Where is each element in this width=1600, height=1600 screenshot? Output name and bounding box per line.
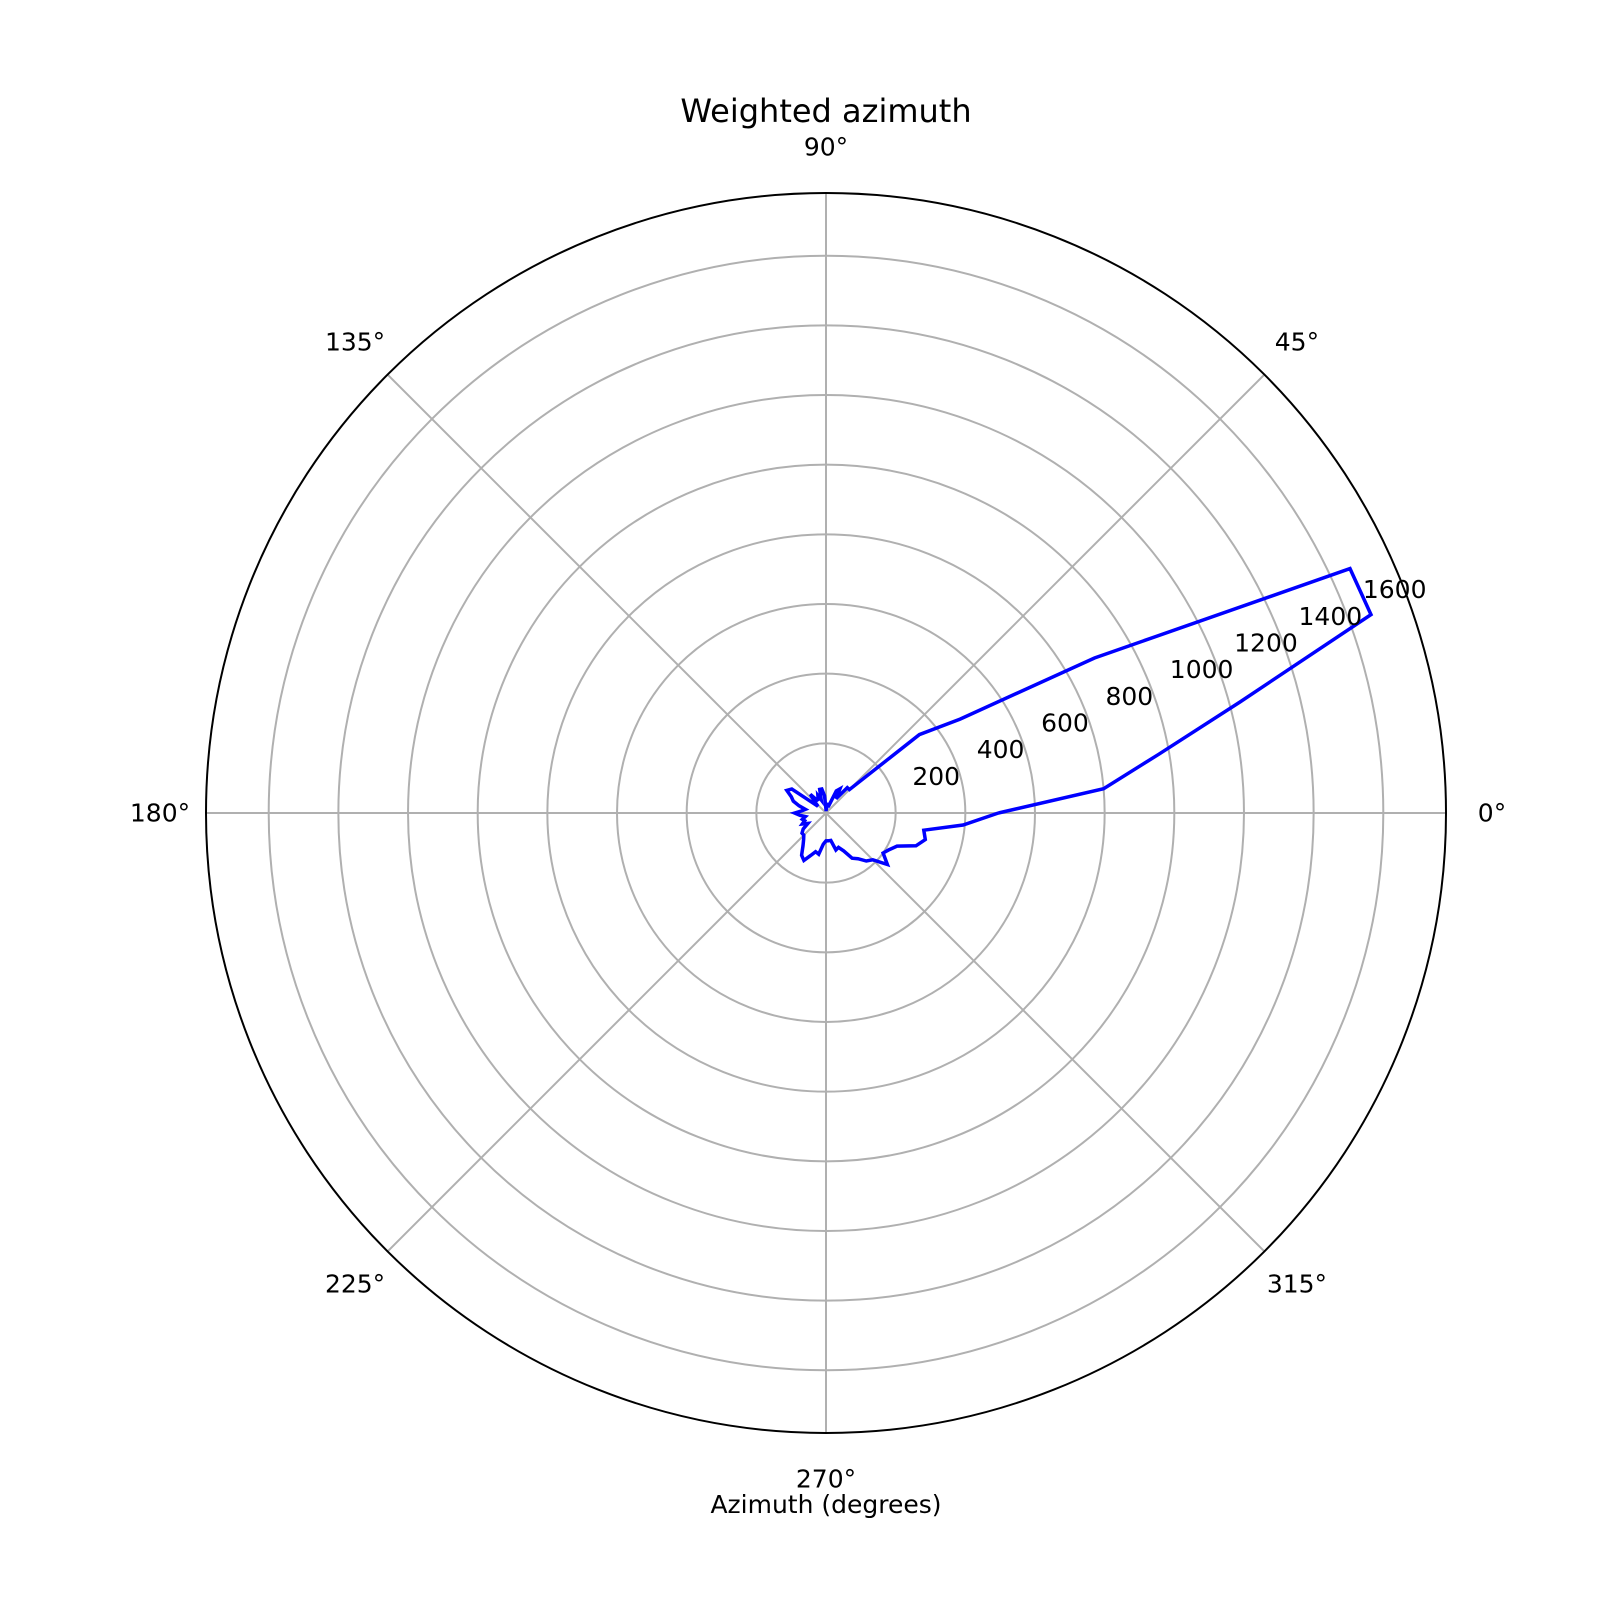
r-tick-label-1200: 1200 bbox=[1234, 629, 1298, 658]
polar-outer-frame bbox=[205, 192, 1447, 1434]
r-tick-label-600: 600 bbox=[1041, 709, 1089, 738]
r-tick-label-800: 800 bbox=[1105, 682, 1153, 711]
angular-gridline-225 bbox=[386, 812, 827, 1253]
r-tick-label-400: 400 bbox=[977, 735, 1025, 764]
polar-grid bbox=[206, 193, 1446, 1433]
theta-tick-label-0: 0° bbox=[1478, 799, 1506, 828]
r-tick-label-1400: 1400 bbox=[1299, 602, 1363, 631]
tick-labels: 0° 45° 90° 135° 180° 225° 270° 315° 200 400 600 800… bbox=[130, 133, 1506, 1494]
theta-tick-label-135: 135° bbox=[325, 328, 385, 357]
r-tick-label-1600: 1600 bbox=[1363, 575, 1427, 604]
theta-tick-label-315: 315° bbox=[1267, 1269, 1327, 1298]
theta-tick-label-225: 225° bbox=[325, 1269, 385, 1298]
r-tick-label-200: 200 bbox=[912, 762, 960, 791]
x-axis-label: Azimuth (degrees) bbox=[710, 1490, 941, 1519]
theta-tick-label-180: 180° bbox=[130, 799, 190, 828]
theta-tick-label-270: 270° bbox=[796, 1465, 856, 1494]
r-tick-label-1000: 1000 bbox=[1170, 655, 1234, 684]
theta-tick-label-90: 90° bbox=[804, 133, 848, 162]
angular-gridline-315 bbox=[825, 812, 1266, 1253]
data-layer bbox=[783, 566, 1374, 868]
series-line-0 bbox=[783, 566, 1374, 868]
polar-frame bbox=[205, 192, 1447, 1434]
angular-gridline-45 bbox=[825, 373, 1266, 814]
angular-gridline-135 bbox=[386, 373, 827, 814]
theta-tick-label-45: 45° bbox=[1275, 328, 1319, 357]
chart-title: Weighted azimuth bbox=[680, 92, 971, 130]
